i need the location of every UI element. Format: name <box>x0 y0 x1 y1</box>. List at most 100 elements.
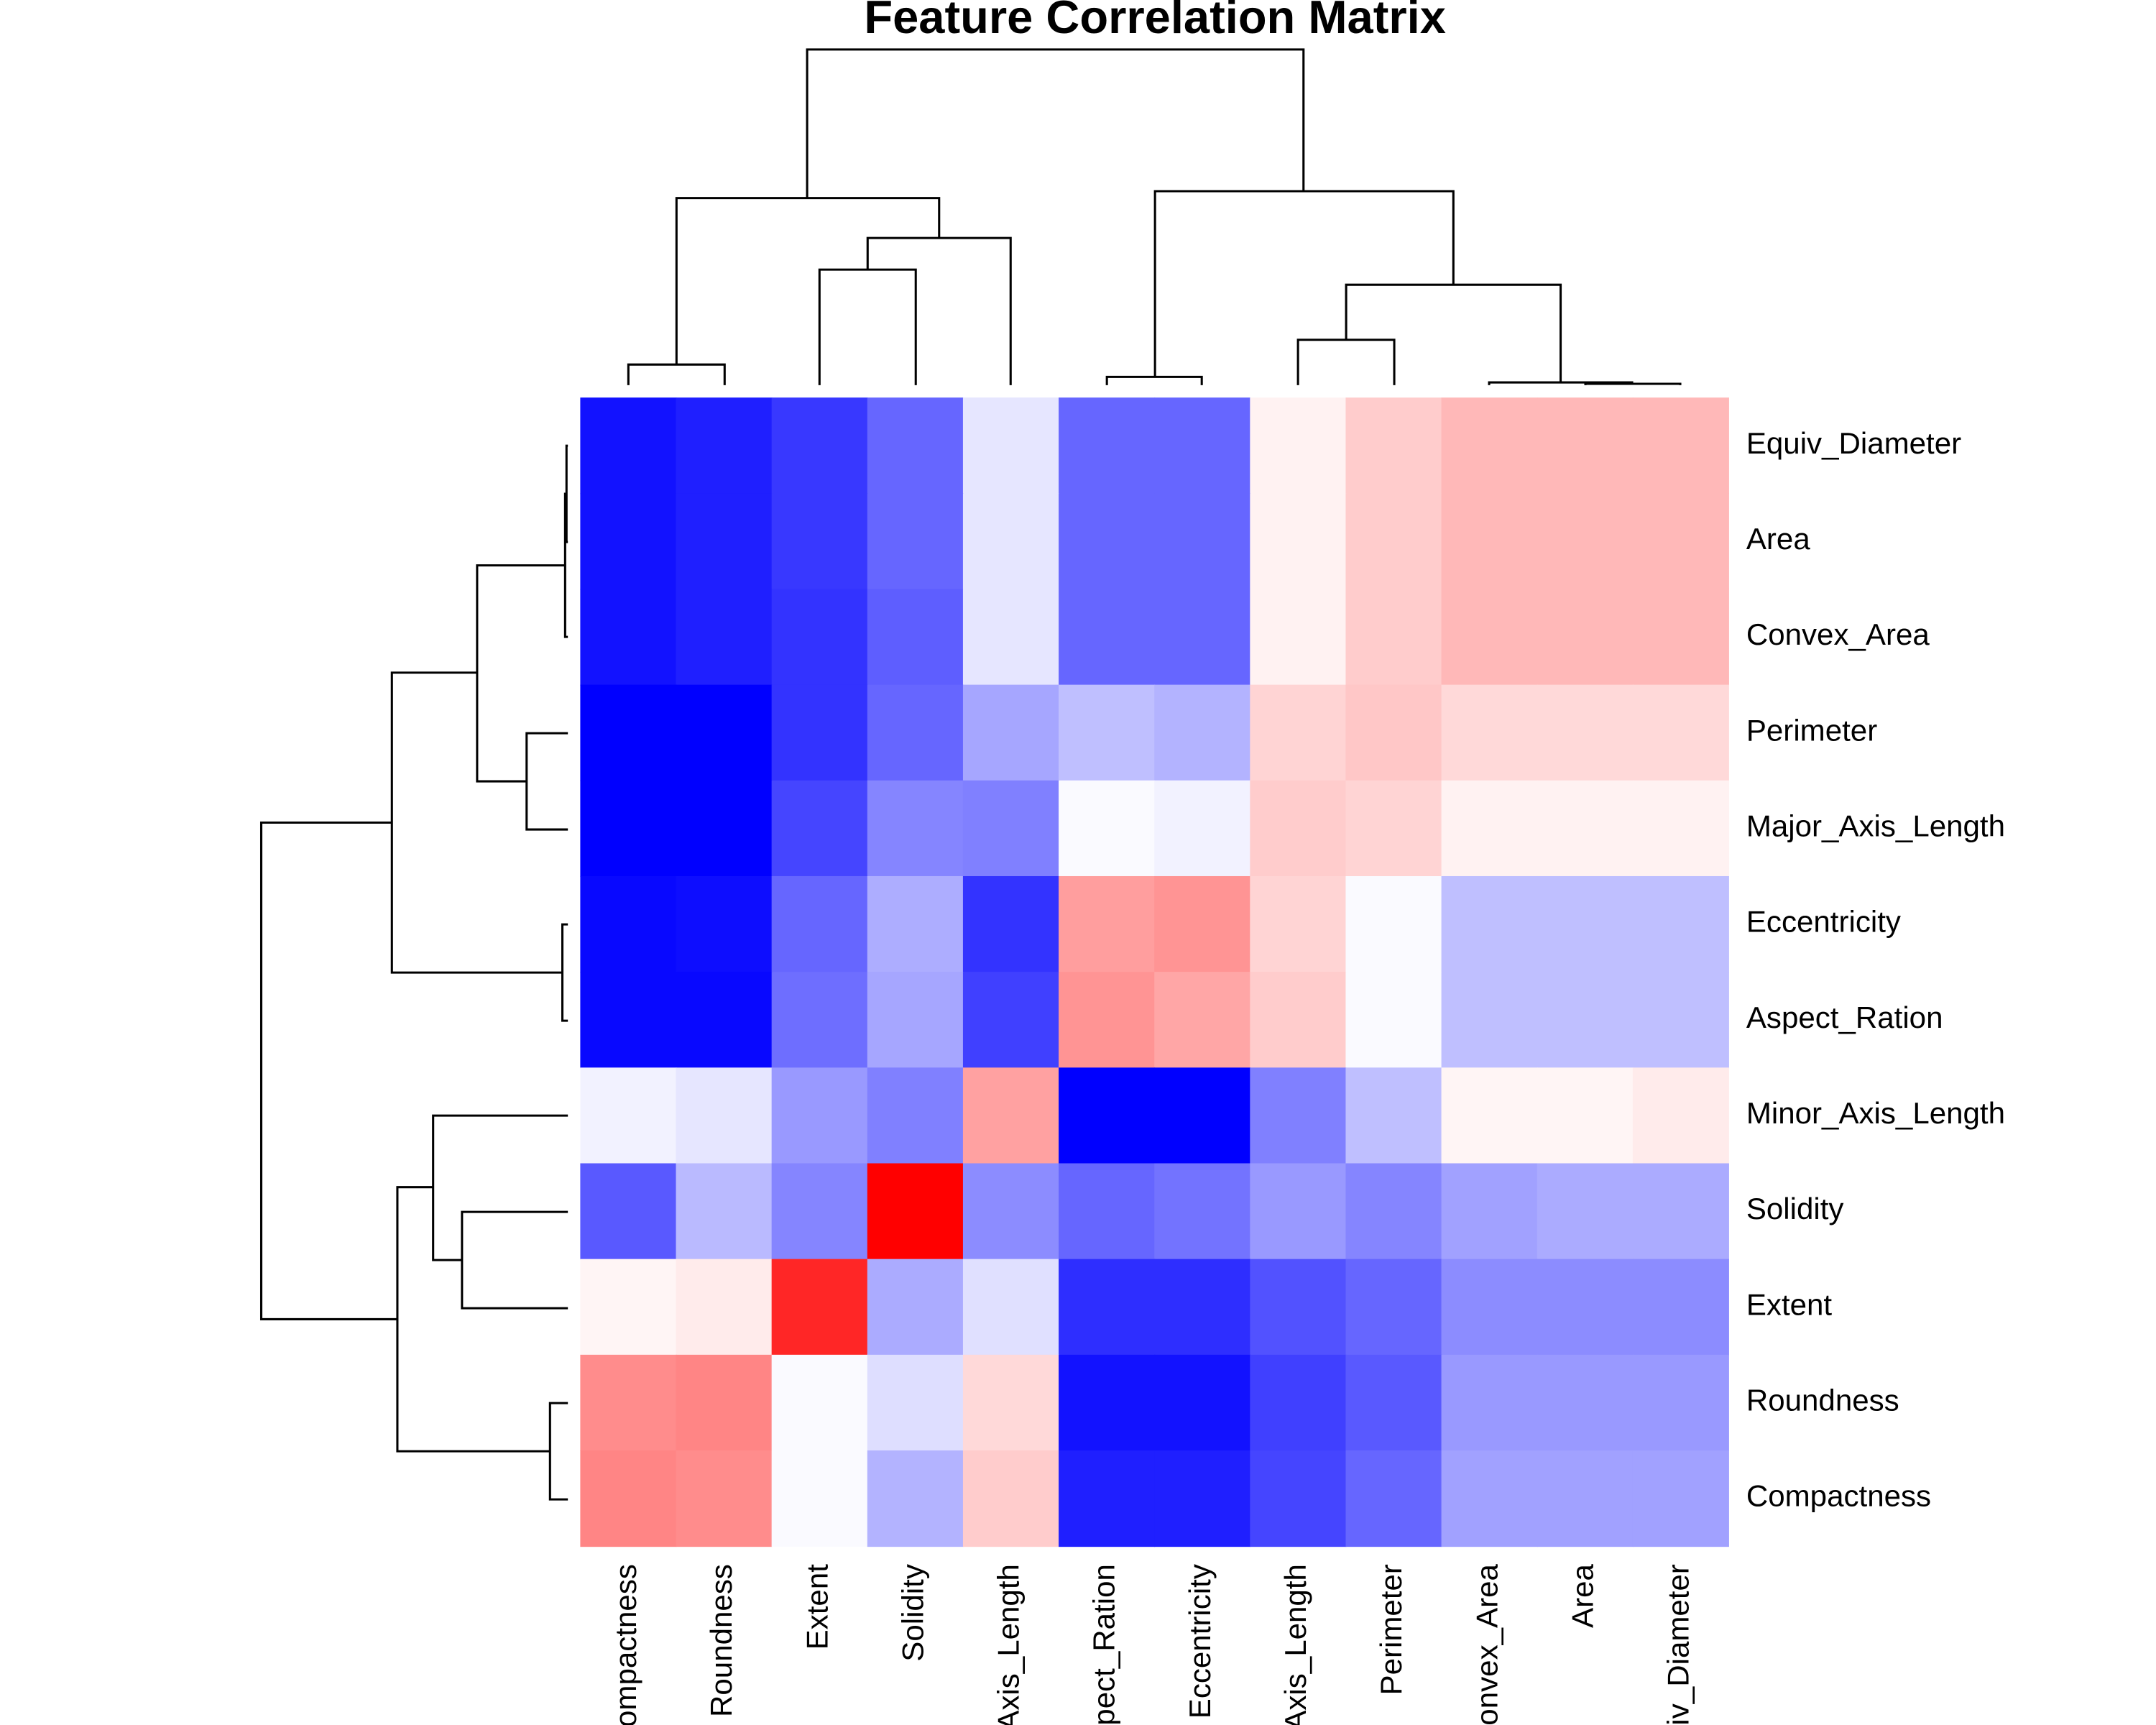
heatmap-cell <box>580 780 677 877</box>
heatmap-cell <box>1441 1354 1538 1451</box>
heatmap-cell <box>771 1067 868 1164</box>
heatmap-cell <box>1537 493 1634 590</box>
heatmap-cell <box>1537 780 1634 877</box>
heatmap-cell <box>867 780 964 877</box>
heatmap-cell <box>1632 1163 1729 1260</box>
heatmap-cell <box>580 1259 677 1356</box>
heatmap-cell <box>771 589 868 686</box>
heatmap-cell <box>771 1450 868 1547</box>
heatmap-cell <box>1345 1259 1442 1356</box>
heatmap-cell <box>1059 589 1156 686</box>
heatmap-cell <box>1537 972 1634 1069</box>
heatmap-cell <box>1250 684 1347 781</box>
heatmap-cell <box>676 875 773 973</box>
heatmap-cell <box>1441 1163 1538 1260</box>
heatmap-cell <box>1441 589 1538 686</box>
heatmap-cell <box>1154 972 1251 1069</box>
heatmap-cell <box>1632 589 1729 686</box>
heatmap-cell <box>771 493 868 590</box>
row-label: Aspect_Ration <box>1746 1000 1943 1034</box>
heatmap-cell <box>962 1354 1060 1451</box>
heatmap-cell <box>1537 1067 1634 1164</box>
heatmap-cell <box>676 972 773 1069</box>
heatmap-cell <box>1154 684 1251 781</box>
heatmap-cell <box>962 1067 1060 1164</box>
heatmap-cell <box>1441 972 1538 1069</box>
heatmap-cell <box>1441 684 1538 781</box>
heatmap-cell <box>1537 1163 1634 1260</box>
heatmap-cell <box>1632 1450 1729 1547</box>
column-label: Aspect_Ration <box>1087 1564 1121 1725</box>
heatmap-cell <box>1154 875 1251 973</box>
heatmap-cell <box>580 684 677 781</box>
heatmap-cell <box>1345 1067 1442 1164</box>
row-label: Equiv_Diameter <box>1746 426 1961 460</box>
row-label: Major_Axis_Length <box>1746 809 2005 843</box>
heatmap-cell <box>1059 1163 1156 1260</box>
heatmap-cell <box>1537 1354 1634 1451</box>
heatmap-cell <box>771 972 868 1069</box>
heatmap-cell <box>580 397 677 494</box>
heatmap-cell <box>1250 780 1347 877</box>
heatmap-cell <box>867 1067 964 1164</box>
heatmap-cell <box>1441 1450 1538 1547</box>
heatmap-cell <box>1059 875 1156 973</box>
heatmap-cell <box>1154 397 1251 494</box>
heatmap-cell <box>962 875 1060 973</box>
heatmap-cell <box>1154 589 1251 686</box>
heatmap-cell <box>1059 684 1156 781</box>
heatmap-cell <box>962 780 1060 877</box>
heatmap-cell <box>1537 1450 1634 1547</box>
heatmap-cell <box>580 1067 677 1164</box>
heatmap-cell <box>676 684 773 781</box>
chart-title: Feature Correlation Matrix <box>864 0 1446 43</box>
heatmap-cell <box>1154 1067 1251 1164</box>
heatmap-cell <box>962 1259 1060 1356</box>
heatmap-cell <box>962 1450 1060 1547</box>
heatmap-cell <box>1154 1259 1251 1356</box>
heatmap-cell <box>1632 1067 1729 1164</box>
heatmap-cell <box>676 1354 773 1451</box>
row-label: Extent <box>1746 1287 1833 1321</box>
heatmap-cell <box>1154 1450 1251 1547</box>
column-label: Roundness <box>704 1564 738 1717</box>
column-label: Minor_Axis_Length <box>1279 1564 1312 1725</box>
column-label: Equiv_Diameter <box>1662 1564 1695 1725</box>
column-label: Compactness <box>609 1564 642 1725</box>
heatmap-cell <box>1632 780 1729 877</box>
heatmap-cell <box>676 1259 773 1356</box>
heatmap-cell <box>1250 1259 1347 1356</box>
heatmap-cell <box>580 1450 677 1547</box>
heatmap-cell <box>867 684 964 781</box>
row-label: Minor_Axis_Length <box>1746 1096 2005 1130</box>
heatmap-cell <box>1345 875 1442 973</box>
heatmap-cell <box>1250 589 1347 686</box>
row-label: Perimeter <box>1746 713 1877 747</box>
heatmap-cell <box>867 1259 964 1356</box>
heatmap-cell <box>580 493 677 590</box>
heatmap-cell <box>867 875 964 973</box>
heatmap-cell <box>1250 1067 1347 1164</box>
column-dendrogram <box>627 48 1682 385</box>
heatmap-cell <box>1537 589 1634 686</box>
heatmap-cell <box>676 397 773 494</box>
heatmap-cell <box>1059 1450 1156 1547</box>
heatmap-cell <box>1537 875 1634 973</box>
heatmap-cell <box>1345 780 1442 877</box>
heatmap-cell <box>962 493 1060 590</box>
heatmap-cell <box>1059 493 1156 590</box>
heatmap-cell <box>676 493 773 590</box>
heatmap-cell <box>1345 397 1442 494</box>
heatmap-cell <box>1441 1067 1538 1164</box>
heatmap-cell <box>1345 1354 1442 1451</box>
heatmap-cell <box>962 1163 1060 1260</box>
heatmap-cell <box>676 1163 773 1260</box>
heatmap-cell <box>1441 1259 1538 1356</box>
heatmap-cell <box>1250 1354 1347 1451</box>
heatmap-cell <box>1537 397 1634 494</box>
column-label: Solidity <box>895 1564 929 1662</box>
heatmap-cell <box>1632 875 1729 973</box>
heatmap-cell <box>962 684 1060 781</box>
heatmap-cell <box>1059 397 1156 494</box>
heatmap-cell <box>1250 875 1347 973</box>
